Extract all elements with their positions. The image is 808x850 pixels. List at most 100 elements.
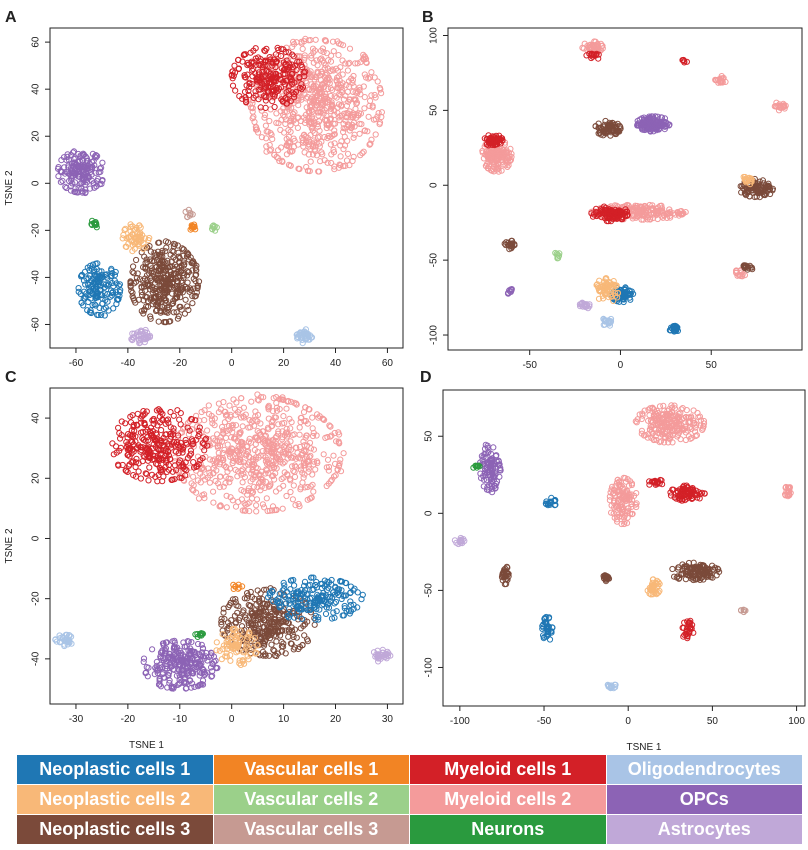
data-point — [183, 253, 191, 260]
data-point — [89, 301, 96, 309]
data-point — [210, 470, 217, 477]
data-point — [170, 412, 177, 419]
data-point — [337, 468, 345, 475]
data-point — [98, 180, 105, 187]
data-point — [72, 161, 80, 168]
data-point — [141, 253, 148, 260]
data-point — [167, 424, 174, 431]
data-point — [667, 208, 674, 215]
data-point — [303, 604, 310, 611]
y-axis-label: TSNE 2 — [4, 170, 15, 205]
data-point — [261, 83, 268, 90]
cluster-myeloid-cells-2 — [246, 35, 385, 175]
data-point — [144, 443, 151, 450]
data-point — [70, 148, 78, 155]
data-point — [282, 442, 289, 449]
data-point — [596, 125, 603, 132]
data-point — [175, 285, 182, 292]
data-point — [340, 163, 347, 170]
data-point — [555, 252, 563, 259]
data-point — [263, 68, 270, 75]
data-point — [325, 604, 333, 611]
data-point — [176, 474, 183, 481]
data-point — [484, 151, 491, 158]
data-point — [337, 153, 344, 160]
data-point — [119, 235, 126, 242]
data-point — [222, 434, 230, 441]
data-point — [602, 117, 609, 125]
data-point — [153, 666, 160, 673]
data-point — [140, 412, 147, 419]
data-point — [299, 641, 306, 649]
data-point — [250, 644, 257, 651]
data-point — [342, 117, 349, 124]
data-point — [229, 75, 236, 82]
data-point — [100, 281, 107, 288]
data-point — [233, 447, 240, 454]
data-point — [133, 256, 140, 264]
data-point — [340, 125, 347, 132]
data-point — [340, 42, 347, 49]
data-point — [352, 97, 359, 104]
data-point — [261, 114, 268, 121]
data-point — [227, 475, 234, 482]
data-point — [296, 424, 303, 431]
cluster-neoplastic-cells-2 — [593, 275, 622, 304]
data-point — [314, 121, 321, 128]
data-point — [302, 448, 309, 455]
data-point — [140, 245, 147, 252]
cluster-oligodendrocytes — [293, 326, 316, 347]
data-point — [763, 190, 770, 197]
data-point — [642, 120, 649, 128]
data-point — [273, 70, 280, 78]
data-point — [127, 279, 134, 286]
data-point — [297, 486, 304, 493]
data-point — [719, 79, 726, 86]
data-point — [612, 121, 619, 128]
data-point — [182, 472, 189, 479]
data-point — [69, 180, 76, 187]
data-point — [184, 214, 191, 221]
data-point — [115, 462, 122, 469]
data-point — [280, 443, 287, 450]
data-point — [275, 85, 282, 92]
data-point — [491, 156, 498, 163]
data-point — [301, 471, 308, 478]
data-point — [368, 69, 375, 76]
data-point — [318, 68, 325, 75]
data-point — [274, 430, 282, 437]
data-point — [163, 459, 170, 466]
data-point — [321, 157, 328, 164]
cluster-myeloid-cells-1 — [109, 406, 211, 485]
data-point — [122, 467, 129, 474]
data-point — [240, 649, 247, 656]
data-point — [177, 410, 184, 417]
data-point — [130, 270, 137, 277]
data-point — [210, 435, 217, 442]
data-point — [144, 294, 151, 301]
data-point — [262, 57, 269, 64]
data-point — [312, 466, 319, 473]
data-point — [136, 336, 143, 343]
data-point — [229, 82, 237, 89]
data-point — [275, 428, 282, 435]
data-point — [347, 601, 354, 609]
data-point — [248, 487, 255, 495]
data-point — [188, 668, 195, 675]
data-point — [170, 309, 177, 316]
data-point — [306, 439, 314, 446]
data-point — [198, 669, 205, 677]
data-point — [262, 61, 269, 68]
data-point — [286, 475, 294, 482]
data-point — [167, 660, 174, 667]
data-point — [608, 129, 615, 136]
cluster-vascular-cells-2 — [552, 249, 563, 262]
x-tick-label: -30 — [69, 714, 84, 725]
data-point — [292, 502, 299, 509]
data-point — [227, 599, 234, 606]
data-point — [311, 129, 318, 137]
data-point — [239, 445, 247, 452]
data-point — [268, 88, 275, 95]
cluster-myeloid-cells-2 — [712, 73, 729, 86]
data-point — [249, 81, 256, 88]
